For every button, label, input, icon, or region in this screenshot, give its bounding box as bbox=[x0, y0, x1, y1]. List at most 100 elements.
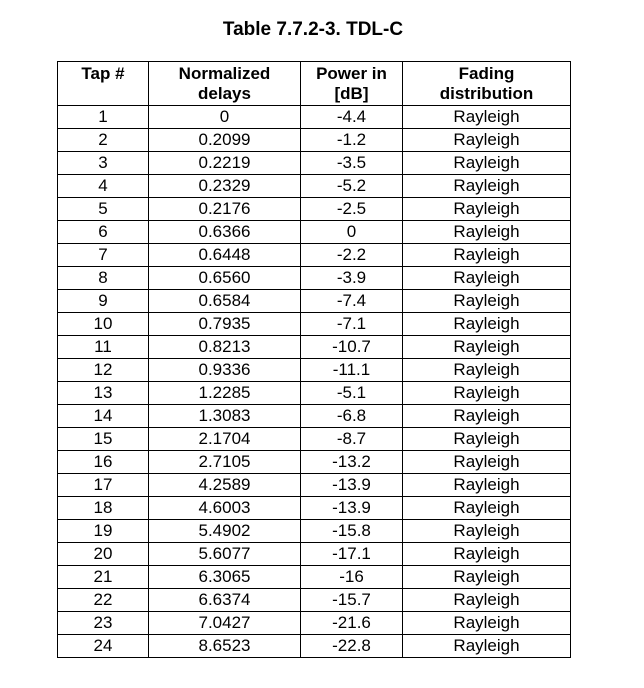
table-row: 2 0.2099 -1.2 Rayleigh bbox=[57, 128, 571, 152]
power-cell: -13.9 bbox=[300, 473, 403, 497]
tap-cell: 21 bbox=[57, 565, 149, 589]
table-row: 1 0 -4.4 Rayleigh bbox=[57, 105, 571, 129]
tap-cell: 24 bbox=[57, 634, 149, 658]
header-power-line1: Power in bbox=[316, 64, 387, 83]
fading-cell: Rayleigh bbox=[402, 565, 571, 589]
fading-cell: Rayleigh bbox=[402, 450, 571, 474]
power-cell: -15.8 bbox=[300, 519, 403, 543]
fading-cell: Rayleigh bbox=[402, 128, 571, 152]
table-row: 16 2.7105 -13.2 Rayleigh bbox=[57, 450, 571, 474]
delay-cell: 4.2589 bbox=[148, 473, 301, 497]
table-row: 22 6.6374 -15.7 Rayleigh bbox=[57, 588, 571, 612]
delay-cell: 2.1704 bbox=[148, 427, 301, 451]
table-row: 13 1.2285 -5.1 Rayleigh bbox=[57, 381, 571, 405]
table-header: Tap # Normalized delays Power in [dB] Fadi… bbox=[57, 61, 571, 106]
delay-cell: 4.6003 bbox=[148, 496, 301, 520]
fading-cell: Rayleigh bbox=[402, 335, 571, 359]
power-cell: -10.7 bbox=[300, 335, 403, 359]
table-row: 20 5.6077 -17.1 Rayleigh bbox=[57, 542, 571, 566]
tap-cell: 12 bbox=[57, 358, 149, 382]
fading-cell: Rayleigh bbox=[402, 611, 571, 635]
delay-cell: 8.6523 bbox=[148, 634, 301, 658]
delay-cell: 0.6448 bbox=[148, 243, 301, 267]
tap-cell: 17 bbox=[57, 473, 149, 497]
tap-cell: 10 bbox=[57, 312, 149, 336]
table-row: 4 0.2329 -5.2 Rayleigh bbox=[57, 174, 571, 198]
power-cell: -22.8 bbox=[300, 634, 403, 658]
power-cell: -4.4 bbox=[300, 105, 403, 129]
power-cell: -7.4 bbox=[300, 289, 403, 313]
tap-cell: 4 bbox=[57, 174, 149, 198]
table-row: 23 7.0427 -21.6 Rayleigh bbox=[57, 611, 571, 635]
power-cell: -5.1 bbox=[300, 381, 403, 405]
delay-cell: 0.6560 bbox=[148, 266, 301, 290]
tap-cell: 6 bbox=[57, 220, 149, 244]
header-fading-line2: distribution bbox=[439, 84, 534, 103]
fading-cell: Rayleigh bbox=[402, 220, 571, 244]
power-cell: -16 bbox=[300, 565, 403, 589]
tap-cell: 22 bbox=[57, 588, 149, 612]
table-row: 9 0.6584 -7.4 Rayleigh bbox=[57, 289, 571, 313]
fading-cell: Rayleigh bbox=[402, 312, 571, 336]
tap-cell: 19 bbox=[57, 519, 149, 543]
tap-cell: 15 bbox=[57, 427, 149, 451]
table-row: 7 0.6448 -2.2 Rayleigh bbox=[57, 243, 571, 267]
table-row: 17 4.2589 -13.9 Rayleigh bbox=[57, 473, 571, 497]
tap-cell: 5 bbox=[57, 197, 149, 221]
delay-cell: 5.4902 bbox=[148, 519, 301, 543]
power-cell: -13.2 bbox=[300, 450, 403, 474]
tap-cell: 2 bbox=[57, 128, 149, 152]
power-cell: -2.5 bbox=[300, 197, 403, 221]
delay-cell: 7.0427 bbox=[148, 611, 301, 635]
table-row: 6 0.6366 0 Rayleigh bbox=[57, 220, 571, 244]
power-cell: -11.1 bbox=[300, 358, 403, 382]
tap-cell: 3 bbox=[57, 151, 149, 175]
power-cell: -13.9 bbox=[300, 496, 403, 520]
tap-cell: 14 bbox=[57, 404, 149, 428]
header-fading-line1: Fading bbox=[458, 64, 515, 83]
table-row: 8 0.6560 -3.9 Rayleigh bbox=[57, 266, 571, 290]
table-title: Table 7.7.2-3. TDL-C bbox=[222, 19, 404, 40]
fading-cell: Rayleigh bbox=[402, 381, 571, 405]
fading-cell: Rayleigh bbox=[402, 588, 571, 612]
delay-cell: 0.2219 bbox=[148, 151, 301, 175]
power-cell: -21.6 bbox=[300, 611, 403, 635]
delay-cell: 1.2285 bbox=[148, 381, 301, 405]
power-cell: -5.2 bbox=[300, 174, 403, 198]
header-tap-label: Tap # bbox=[81, 64, 125, 83]
delay-cell: 0.2176 bbox=[148, 197, 301, 221]
tap-cell: 20 bbox=[57, 542, 149, 566]
header-fading: Fading distribution bbox=[402, 61, 571, 106]
fading-cell: Rayleigh bbox=[402, 289, 571, 313]
power-cell: -6.8 bbox=[300, 404, 403, 428]
table-row: 19 5.4902 -15.8 Rayleigh bbox=[57, 519, 571, 543]
power-cell: -3.9 bbox=[300, 266, 403, 290]
delay-cell: 2.7105 bbox=[148, 450, 301, 474]
power-cell: -1.2 bbox=[300, 128, 403, 152]
fading-cell: Rayleigh bbox=[402, 519, 571, 543]
power-cell: -2.2 bbox=[300, 243, 403, 267]
fading-cell: Rayleigh bbox=[402, 151, 571, 175]
power-cell: -15.7 bbox=[300, 588, 403, 612]
table-row: 3 0.2219 -3.5 Rayleigh bbox=[57, 151, 571, 175]
header-row: Tap # Normalized delays Power in [dB] Fadi… bbox=[57, 61, 571, 106]
tdl-c-table: Tap # Normalized delays Power in [dB] Fadi… bbox=[57, 61, 571, 658]
table-row: 10 0.7935 -7.1 Rayleigh bbox=[57, 312, 571, 336]
fading-cell: Rayleigh bbox=[402, 404, 571, 428]
fading-cell: Rayleigh bbox=[402, 197, 571, 221]
table-row: 18 4.6003 -13.9 Rayleigh bbox=[57, 496, 571, 520]
power-cell: -3.5 bbox=[300, 151, 403, 175]
fading-cell: Rayleigh bbox=[402, 634, 571, 658]
fading-cell: Rayleigh bbox=[402, 473, 571, 497]
header-delay: Normalized delays bbox=[148, 61, 301, 106]
power-cell: -7.1 bbox=[300, 312, 403, 336]
power-cell: -8.7 bbox=[300, 427, 403, 451]
tap-cell: 9 bbox=[57, 289, 149, 313]
table-row: 11 0.8213 -10.7 Rayleigh bbox=[57, 335, 571, 359]
table-row: 12 0.9336 -11.1 Rayleigh bbox=[57, 358, 571, 382]
delay-cell: 0.2099 bbox=[148, 128, 301, 152]
delay-cell: 0.7935 bbox=[148, 312, 301, 336]
fading-cell: Rayleigh bbox=[402, 105, 571, 129]
delay-cell: 6.6374 bbox=[148, 588, 301, 612]
tap-cell: 23 bbox=[57, 611, 149, 635]
